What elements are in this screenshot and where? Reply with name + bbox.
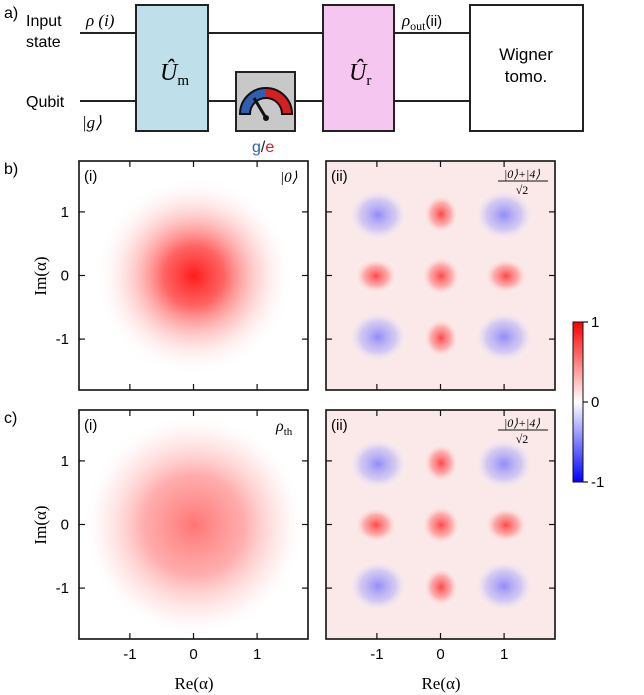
plot-c-ii-tag: (ii) — [331, 417, 348, 434]
qubit-label: Qubit — [26, 94, 65, 111]
rotation-gate-label: Ûr — [349, 59, 371, 89]
colorbar-tick-label: 1 — [591, 314, 599, 331]
plot-c-i-state: ρth — [275, 418, 293, 438]
plot-b-i-tag: (i) — [84, 168, 97, 185]
plot-c-i-tag: (i) — [84, 417, 97, 434]
panel-c-label: c) — [4, 410, 17, 427]
measure-gate-label: Ûm — [160, 59, 189, 89]
input-label-2: state — [26, 34, 61, 51]
axes-layer: 1 0 -1 -1 0 1 1 0 -1 -1 0 1 — [56, 161, 555, 663]
wigner-thermal-peak — [82, 413, 306, 637]
plot-b-ii-state-den: √2 — [516, 183, 529, 197]
x-tick-label: 1 — [253, 646, 261, 663]
input-label-1: Input — [26, 13, 62, 30]
y-tick-label: 0 — [61, 517, 69, 534]
wigner-interference-pattern-2 — [348, 438, 534, 612]
tomography-label-1: Wigner — [499, 45, 553, 64]
y-tick-label: -1 — [56, 331, 69, 348]
y-tick-label: 1 — [61, 453, 69, 470]
wigner-vacuum-peak — [94, 176, 294, 376]
rho-out-label: ρout(ii) — [401, 11, 442, 33]
xlabel-right: Re(α) — [421, 674, 460, 693]
qubit-state-label: |g⟩ — [82, 113, 102, 132]
plot-b-ii: (ii) |0⟩+|4⟩ √2 — [325, 160, 556, 391]
plot-b-i-state: |0⟩ — [280, 170, 298, 186]
xlabel-left: Re(α) — [174, 674, 213, 693]
colorbar-tick-label: -1 — [591, 474, 604, 491]
panel-a-label: a) — [4, 5, 18, 22]
plot-c-ii-state-den: √2 — [516, 432, 529, 446]
ylabel-c: Im(α) — [31, 505, 50, 544]
plot-b-ii-state-num: |0⟩+|4⟩ — [504, 167, 540, 181]
colorbar-tick-label: 0 — [591, 394, 599, 411]
x-tick-label: -1 — [123, 646, 136, 663]
y-tick-label: -1 — [56, 580, 69, 597]
x-tick-label: 0 — [436, 646, 444, 663]
plot-b-i: (i) |0⟩ — [78, 160, 309, 391]
plot-c-i: (i) ρth — [78, 409, 309, 640]
y-tick-label: 1 — [61, 204, 69, 221]
tomography-label-2: tomo. — [505, 67, 548, 86]
colorbar: 1 0 -1 — [572, 314, 604, 491]
ylabel-b: Im(α) — [31, 256, 50, 295]
colorbar-ticks: 1 0 -1 — [583, 314, 604, 491]
x-tick-label: 0 — [189, 646, 197, 663]
wigner-tomography-box — [469, 4, 584, 132]
wigner-interference-pattern — [348, 189, 534, 363]
x-tick-label: -1 — [370, 646, 383, 663]
measure-gate-box — [135, 4, 209, 132]
colorbar-gradient — [572, 321, 584, 483]
x-tick-label: 1 — [500, 646, 508, 663]
plot-c-ii: (ii) |0⟩+|4⟩ √2 — [325, 409, 556, 640]
panel-b-label: b) — [4, 161, 18, 178]
circuit-diagram: a) Input state ρ (i) Qubit |g⟩ Ûm g/e Ûr… — [4, 4, 584, 156]
rotation-gate-box — [322, 4, 395, 132]
meter-icon — [235, 71, 296, 132]
y-tick-label: 0 — [61, 268, 69, 285]
meter-outcome-label: g/e — [252, 139, 274, 156]
rho-input-symbol: ρ (i) — [85, 11, 115, 30]
plot-b-ii-tag: (ii) — [331, 168, 348, 185]
plot-c-ii-state-num: |0⟩+|4⟩ — [504, 416, 540, 430]
